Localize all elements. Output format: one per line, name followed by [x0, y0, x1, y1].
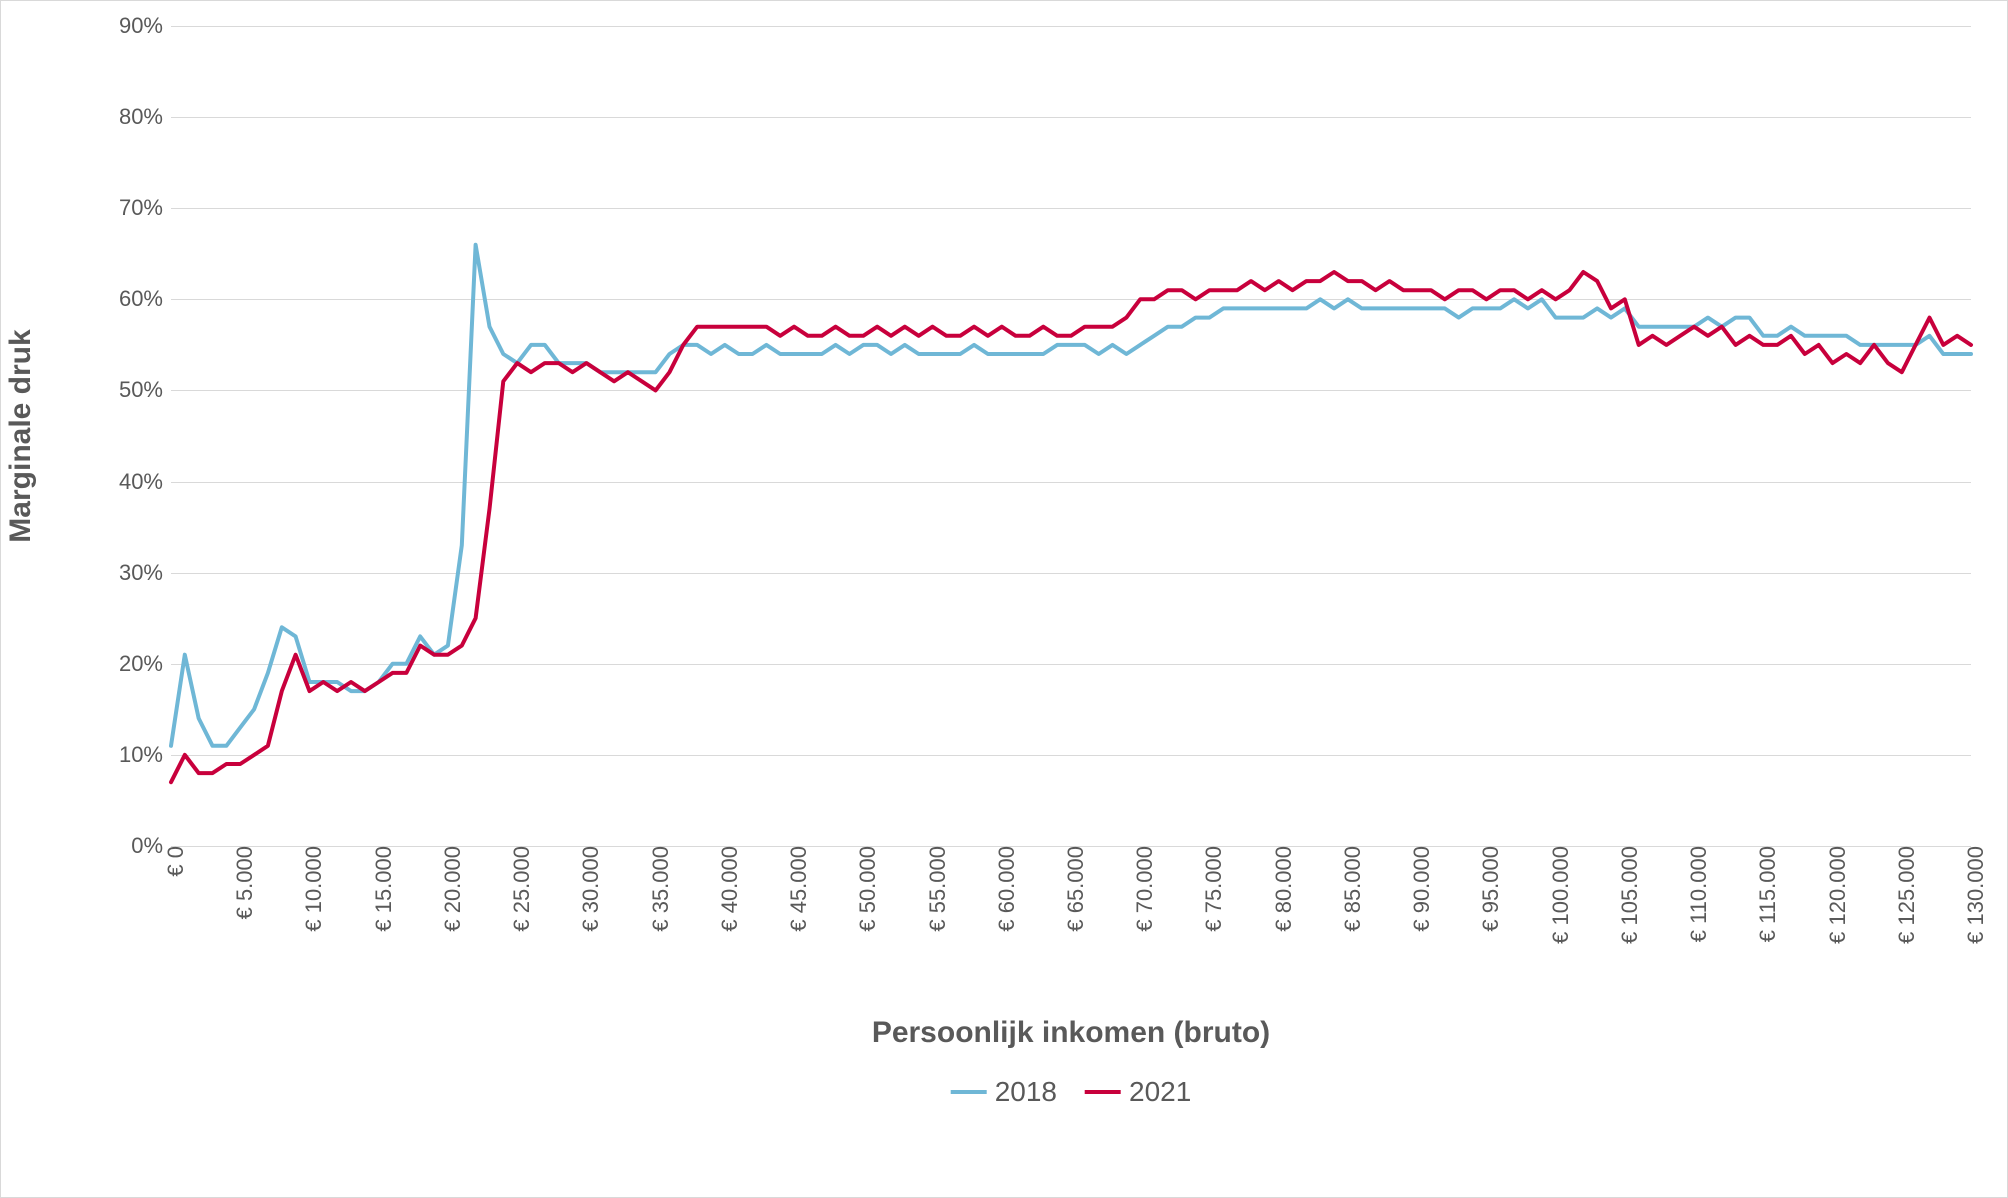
- series-line-2021: [171, 272, 1971, 782]
- x-tick-label: € 115.000: [1745, 846, 1781, 942]
- x-tick-label: € 20.000: [430, 846, 466, 932]
- x-tick-label: € 30.000: [568, 846, 604, 932]
- x-tick-label: € 100.000: [1538, 846, 1574, 944]
- x-tick-label: € 105.000: [1607, 846, 1643, 944]
- y-tick-label: 90%: [119, 13, 171, 39]
- x-tick-label: € 120.000: [1815, 846, 1851, 944]
- y-tick-label: 10%: [119, 742, 171, 768]
- y-tick-label: 80%: [119, 104, 171, 130]
- x-tick-label: € 110.000: [1676, 846, 1712, 942]
- legend-item: 2021: [1085, 1076, 1191, 1108]
- x-tick-label: € 25.000: [499, 846, 535, 932]
- legend-item: 2018: [951, 1076, 1057, 1108]
- x-tick-label: € 35.000: [638, 846, 674, 932]
- legend-label: 2018: [995, 1076, 1057, 1108]
- x-tick-label: € 70.000: [1122, 846, 1158, 932]
- x-tick-label: € 90.000: [1399, 846, 1435, 932]
- x-tick-label: € 85.000: [1330, 846, 1366, 932]
- x-axis-title: Persoonlijk inkomen (bruto): [872, 1016, 1270, 1050]
- x-tick-label: € 50.000: [845, 846, 881, 932]
- legend-label: 2021: [1129, 1076, 1191, 1108]
- y-axis-title: Marginale druk: [4, 329, 38, 542]
- x-tick-label: € 10.000: [291, 846, 327, 932]
- legend-swatch: [951, 1090, 987, 1094]
- line-layer: [171, 26, 1971, 846]
- y-tick-label: 40%: [119, 469, 171, 495]
- x-tick-label: € 5.000: [222, 846, 258, 919]
- x-tick-label: € 75.000: [1191, 846, 1227, 932]
- x-tick-label: € 95.000: [1468, 846, 1504, 932]
- y-tick-label: 30%: [119, 560, 171, 586]
- x-tick-label: € 80.000: [1261, 846, 1297, 932]
- x-tick-label: € 55.000: [915, 846, 951, 932]
- x-tick-label: € 0: [153, 846, 189, 877]
- x-tick-label: € 15.000: [361, 846, 397, 932]
- chart-container: 0%10%20%30%40%50%60%70%80%90%€ 0€ 5.000€…: [0, 0, 2008, 1198]
- y-tick-label: 50%: [119, 377, 171, 403]
- x-tick-label: € 45.000: [776, 846, 812, 932]
- series-line-2018: [171, 245, 1971, 746]
- x-tick-label: € 65.000: [1053, 846, 1089, 932]
- y-tick-label: 60%: [119, 286, 171, 312]
- x-tick-label: € 125.000: [1884, 846, 1920, 944]
- x-tick-label: € 60.000: [984, 846, 1020, 932]
- plot-area: 0%10%20%30%40%50%60%70%80%90%€ 0€ 5.000€…: [171, 26, 1971, 846]
- x-tick-label: € 130.000: [1953, 846, 1989, 944]
- x-tick-label: € 40.000: [707, 846, 743, 932]
- legend: 2018 2021: [951, 1076, 1192, 1108]
- legend-swatch: [1085, 1090, 1121, 1094]
- y-tick-label: 20%: [119, 651, 171, 677]
- y-tick-label: 70%: [119, 195, 171, 221]
